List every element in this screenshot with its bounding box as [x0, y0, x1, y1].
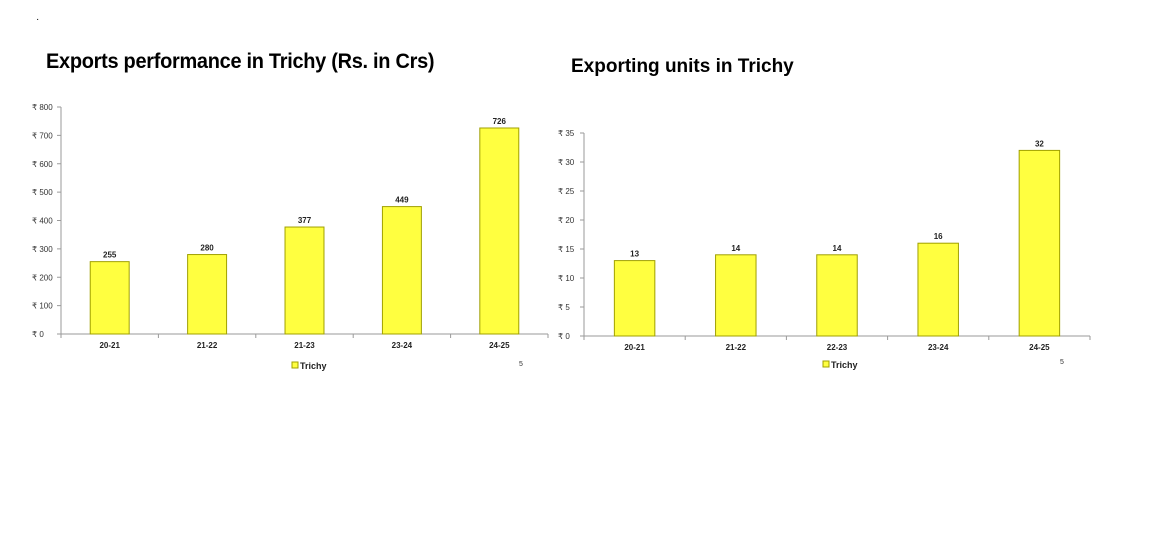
data-label: 13: [630, 250, 639, 259]
bar-20-21: [613, 260, 656, 337]
data-label: 32: [1035, 139, 1044, 148]
y-tick-label: ₹ 300: [32, 245, 53, 254]
x-tick-label: 21-22: [726, 343, 747, 352]
chart-title-exports-performance: Exports performance in Trichy (Rs. in Cr…: [46, 50, 435, 73]
x-tick-label: 21-22: [197, 341, 218, 350]
bar-21-22: [715, 254, 757, 337]
y-tick-label: ₹ 30: [558, 158, 575, 167]
legend-label: Trichy: [300, 361, 327, 371]
bar-22-23: [284, 226, 325, 335]
x-tick-label: 20-21: [99, 341, 120, 350]
y-tick-label: ₹ 35: [558, 129, 575, 138]
legend-swatch: [291, 361, 299, 369]
data-label: 255: [103, 251, 117, 260]
data-label: 377: [298, 216, 312, 225]
data-label: 14: [731, 244, 740, 253]
y-tick-label: ₹ 800: [32, 103, 53, 112]
y-tick-label: ₹ 700: [32, 131, 53, 140]
y-tick-label: ₹ 20: [558, 216, 575, 225]
y-tick-label: ₹ 400: [32, 217, 53, 226]
x-tick-label: 24-25: [489, 341, 510, 350]
y-tick-label: ₹ 0: [32, 330, 44, 339]
y-tick-label: ₹ 200: [32, 273, 53, 282]
chart-title-exporting-units: Exporting units in Trichy: [571, 56, 794, 77]
data-label: 280: [200, 244, 214, 253]
corner-mark: ·: [36, 14, 40, 25]
x-tick-label: 24-25: [1029, 343, 1050, 352]
x-tick-label: 20-21: [624, 343, 645, 352]
legend-swatch: [822, 360, 830, 368]
page-number: 5: [519, 361, 523, 368]
legend: Trichy: [291, 361, 327, 371]
y-tick-label: ₹ 500: [32, 188, 53, 197]
x-tick-label: 23-24: [392, 341, 413, 350]
y-tick-label: ₹ 15: [558, 245, 575, 254]
data-label: 449: [395, 196, 409, 205]
bar-23-24: [381, 206, 422, 335]
data-label: 16: [934, 232, 943, 241]
bar-23-24: [917, 242, 959, 337]
bar-24-25: [479, 127, 520, 335]
x-tick-label: 23-24: [928, 343, 949, 352]
x-tick-label: 22-23: [827, 343, 848, 352]
data-label: 726: [493, 117, 507, 126]
legend: Trichy: [822, 360, 858, 370]
x-tick-label: 21-23: [294, 341, 315, 350]
legend-label: Trichy: [831, 360, 858, 370]
page-number: 5: [1060, 359, 1064, 366]
bar-21-22: [187, 254, 228, 335]
y-tick-label: ₹ 25: [558, 187, 575, 196]
bar-20-21: [89, 261, 130, 335]
data-label: 14: [833, 244, 842, 253]
y-tick-label: ₹ 5: [558, 303, 570, 312]
y-tick-label: ₹ 100: [32, 302, 53, 311]
y-tick-label: ₹ 10: [558, 274, 575, 283]
y-tick-label: ₹ 600: [32, 160, 53, 169]
bar-24-25: [1018, 149, 1061, 337]
y-tick-label: ₹ 0: [558, 332, 570, 341]
bar-22-23: [816, 254, 858, 337]
